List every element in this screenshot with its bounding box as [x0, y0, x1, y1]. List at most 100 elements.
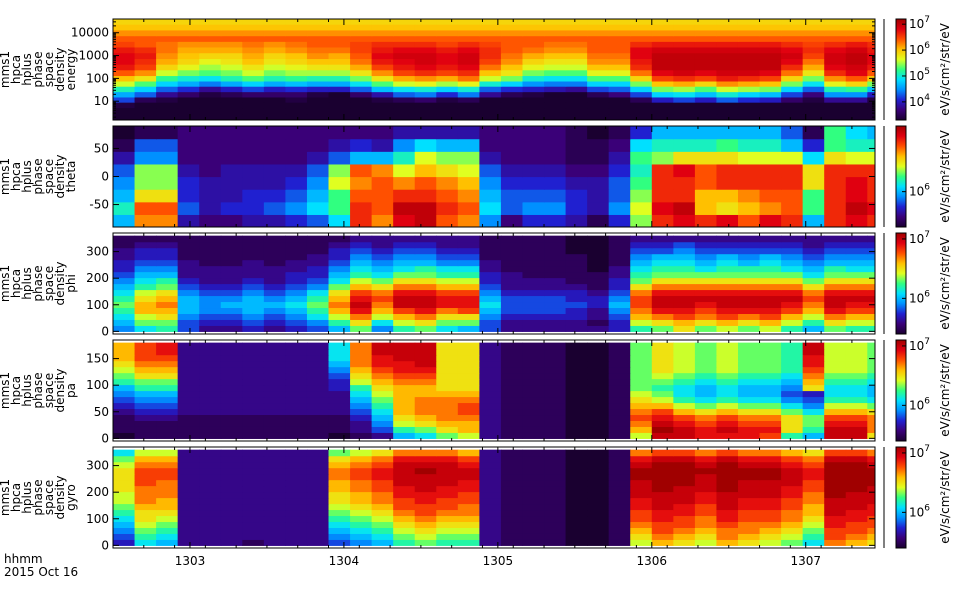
heatmap-cell	[285, 201, 308, 215]
heatmap-cell	[263, 378, 287, 386]
heatmap-cell	[759, 35, 782, 42]
heatmap-cell	[134, 91, 157, 98]
heatmap-cell	[414, 521, 437, 528]
heatmap-cell	[134, 35, 157, 42]
heatmap-cell	[867, 307, 875, 314]
heatmap-cell	[393, 307, 416, 314]
heatmap-cell	[759, 235, 782, 243]
heatmap-cell	[199, 86, 222, 93]
heatmap-cell	[544, 491, 567, 499]
heatmap-cell	[113, 384, 136, 392]
heatmap-cell	[845, 449, 868, 457]
heatmap-cell	[199, 271, 222, 279]
y-label-line: phi	[64, 274, 78, 293]
heatmap-cell	[328, 138, 351, 152]
heatmap-cell	[156, 265, 179, 273]
heatmap-cell	[673, 390, 696, 398]
heatmap-cell	[328, 461, 351, 469]
heatmap-cell	[479, 426, 502, 433]
heatmap-cell	[113, 189, 136, 203]
heatmap-cell	[522, 283, 545, 291]
heatmap-cell	[824, 503, 847, 511]
heatmap-cell	[350, 91, 373, 98]
heatmap-cell	[393, 46, 416, 54]
heatmap-cell	[824, 378, 847, 386]
heatmap-cell	[544, 449, 567, 457]
heatmap-cell	[802, 402, 825, 410]
heatmap-cell	[328, 473, 351, 481]
heatmap-cell	[436, 163, 459, 178]
heatmap-cell	[242, 396, 265, 404]
heatmap-cell	[479, 295, 502, 303]
heatmap-cell	[242, 235, 265, 243]
heatmap-cell	[781, 479, 804, 487]
heatmap-cell	[113, 360, 136, 368]
heatmap-cell	[630, 408, 653, 416]
heatmap-cell	[544, 271, 567, 279]
heatmap-cell	[737, 253, 761, 261]
y-label-line: mms1	[0, 158, 12, 195]
heatmap-cell	[242, 378, 265, 386]
heatmap-cell	[306, 360, 330, 368]
heatmap-cell	[156, 467, 179, 475]
heatmap-cell	[479, 265, 502, 273]
heatmap-cell	[242, 420, 265, 427]
heatmap-cell	[457, 342, 480, 350]
heatmap-cell	[587, 378, 610, 386]
heatmap-cell	[393, 138, 416, 152]
heatmap-cell	[544, 360, 567, 368]
heatmap-cell	[824, 342, 847, 350]
heatmap-cell	[673, 497, 696, 505]
heatmap-cell	[587, 126, 610, 140]
heatmap-cell	[867, 176, 875, 190]
heatmap-cell	[393, 527, 416, 534]
heatmap-cell	[177, 473, 200, 481]
heatmap-cell	[544, 75, 567, 82]
heatmap-cell	[113, 497, 136, 505]
y-tick-label: 100	[86, 298, 109, 312]
heatmap-cell	[285, 151, 308, 165]
heatmap-cell	[737, 342, 761, 350]
heatmap-cell	[608, 58, 631, 65]
heatmap-cell	[242, 408, 265, 416]
heatmap-cell	[759, 396, 782, 404]
heatmap-cell	[371, 64, 394, 71]
heatmap-cell	[306, 102, 330, 109]
heatmap-cell	[371, 485, 394, 493]
heatmap-cell	[371, 75, 394, 82]
heatmap-cell	[371, 396, 394, 404]
heatmap-cell	[242, 214, 265, 227]
heatmap-cell	[500, 366, 524, 374]
heatmap-cell	[544, 420, 567, 427]
heatmap-cell	[802, 467, 825, 475]
heatmap-cell	[414, 360, 437, 368]
heatmap-cell	[285, 366, 308, 374]
heatmap-cell	[328, 372, 351, 380]
heatmap-cell	[737, 80, 761, 87]
heatmap-cell	[587, 348, 610, 356]
heatmap-cell	[781, 126, 804, 140]
heatmap-cell	[199, 372, 222, 380]
heatmap-cell	[587, 29, 610, 37]
heatmap-cell	[651, 509, 674, 517]
heatmap-cell	[824, 126, 847, 140]
heatmap-cell	[306, 348, 330, 356]
heatmap-cell	[802, 473, 825, 481]
heatmap-cell	[371, 46, 394, 54]
heatmap-cell	[328, 485, 351, 493]
heatmap-cell	[608, 283, 631, 291]
heatmap-cell	[414, 467, 437, 475]
heatmap-cell	[824, 289, 847, 297]
heatmap-cell	[759, 75, 782, 82]
heatmap-cell	[285, 163, 308, 178]
heatmap-cell	[457, 408, 480, 416]
heatmap-cell	[651, 19, 674, 25]
heatmap-cell	[350, 259, 373, 267]
heatmap-cell	[651, 515, 674, 523]
panel-frame	[112, 18, 876, 121]
heatmap-cell	[393, 485, 416, 493]
heatmap-cell	[371, 19, 394, 25]
heatmap-cell	[544, 96, 567, 103]
heatmap-cell	[393, 319, 416, 326]
heatmap-cell	[867, 313, 875, 320]
